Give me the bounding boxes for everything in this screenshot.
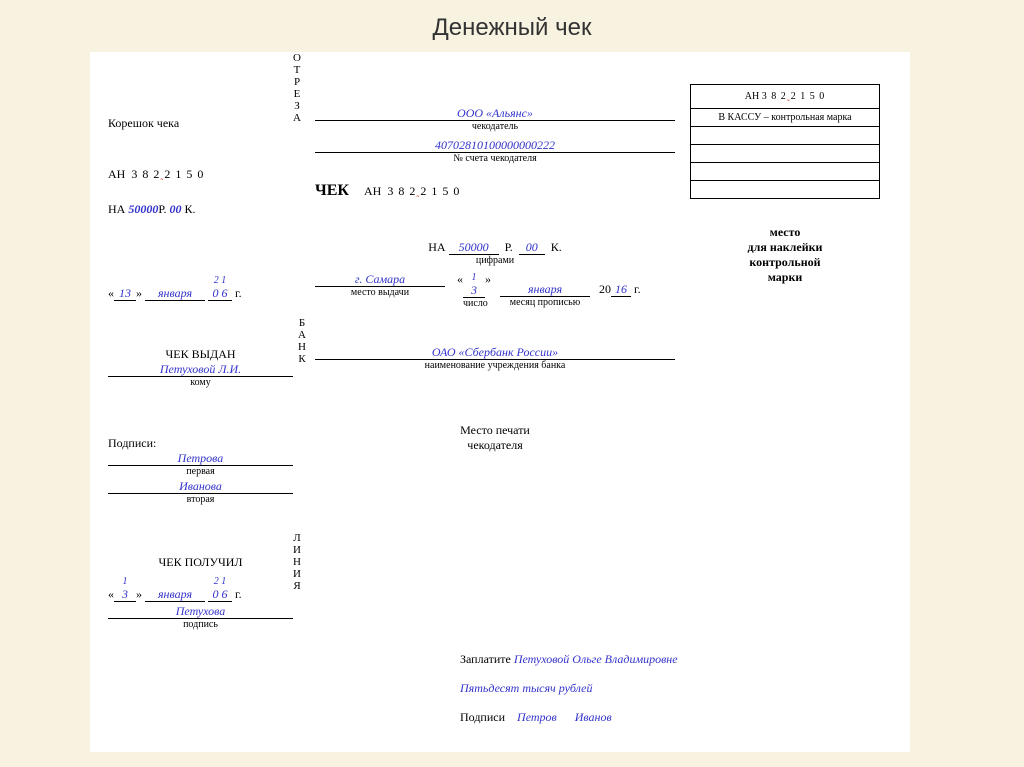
pay-signs: Подписи Петров Иванов xyxy=(460,710,880,725)
drawer-field: ООО «Альянс» xyxy=(315,106,675,121)
stub-amount: НА 50000Р. 00 К. xyxy=(108,202,293,217)
right-column: АН 3 8 2˷2 1 5 0 В КАССУ – контрольная м… xyxy=(690,62,880,285)
sticker-place: место для наклейки контрольной марки xyxy=(690,225,880,285)
stub-recv-sign-sub: подпись xyxy=(108,619,293,630)
stub-title: Корешок чека xyxy=(108,116,293,131)
main-column: ООО «Альянс» чекодатель 4070281010000000… xyxy=(315,62,675,453)
bank-name-field: ОАО «Сбербанк России» xyxy=(315,345,675,360)
stub-received-title: ЧЕК ПОЛУЧИЛ xyxy=(108,555,293,570)
stub-date-month: января xyxy=(145,286,205,301)
stub-sign1: Петрова xyxy=(108,451,293,466)
bank-name-sub: наименование учреждения банка xyxy=(315,360,675,371)
stub-recv-sign: Петухова xyxy=(108,604,293,619)
stub-issued-title: ЧЕК ВЫДАН xyxy=(108,347,293,362)
stub-sign2: Иванова xyxy=(108,479,293,494)
stub-recv-month: января xyxy=(145,587,205,602)
vlabel-line: ЛИНИЯ xyxy=(290,532,304,592)
stub-sign2-sub: вторая xyxy=(108,494,293,505)
place-sub: место выдачи xyxy=(315,287,445,298)
stub-date: «13» января 2 1 0 6 г. xyxy=(108,275,293,301)
main-amount: НА 50000 Р. 00 К. xyxy=(315,240,675,255)
account-sub: № счета чекодателя xyxy=(315,153,675,164)
vlabel-bank: БАНК xyxy=(295,317,309,365)
stamp-place: Место печати чекодателя xyxy=(315,423,675,453)
stub-date-day: 13 xyxy=(114,286,136,301)
stub-column: Корешок чека АН 3 8 2˷2 1 5 0 НА 50000Р.… xyxy=(108,62,293,630)
pay-words: Пятьдесят тысяч рублей xyxy=(460,681,880,696)
stub-issued-sub: кому xyxy=(108,377,293,388)
place-field: г. Самара xyxy=(315,272,445,287)
kassa-table: АН 3 8 2˷2 1 5 0 В КАССУ – контрольная м… xyxy=(690,84,880,199)
pay-block: Заплатите Петуховой Ольге Владимировне П… xyxy=(460,652,880,725)
pay-line1: Заплатите Петуховой Ольге Владимировне xyxy=(460,652,880,667)
page-title: Денежный чек xyxy=(0,0,1024,52)
stub-issued-to: Петуховой Л.И. xyxy=(108,362,293,377)
date-month-field: января xyxy=(500,282,590,297)
drawer-sub: чекодатель xyxy=(315,121,675,132)
account-field: 40702810100000000222 xyxy=(315,138,675,153)
main-amount-sub: цифрами xyxy=(315,255,675,266)
document-sheet: ОТРЕЗА Корешок чека АН 3 8 2˷2 1 5 0 НА … xyxy=(90,52,910,752)
stub-received-date: « 1 3 » января 2 1 0 6 г. xyxy=(108,576,293,602)
main-place-date: г. Самара место выдачи « 1 3 число » янв… xyxy=(315,272,675,309)
stub-sign-title: Подписи: xyxy=(108,436,293,451)
stub-sign1-sub: первая xyxy=(108,466,293,477)
cheque-serial-line: ЧЕК АН 3 8 2˷2 1 5 0 xyxy=(315,182,675,200)
stub-serial: АН 3 8 2˷2 1 5 0 xyxy=(108,167,293,182)
